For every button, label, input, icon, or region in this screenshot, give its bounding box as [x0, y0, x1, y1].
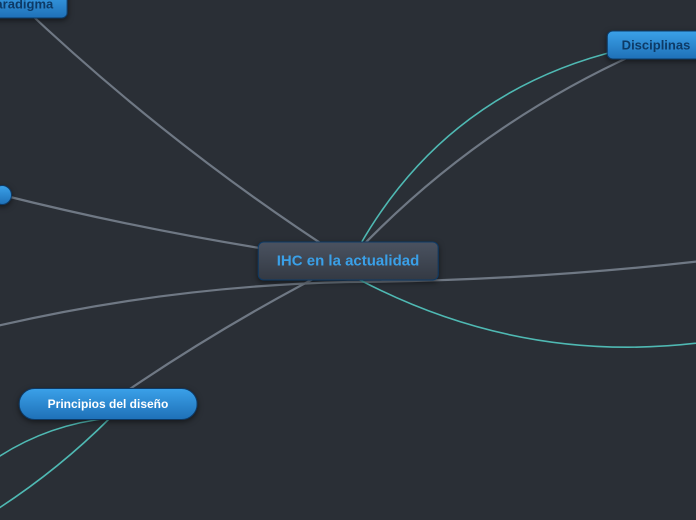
node-principios[interactable]: Principios del diseño	[19, 388, 198, 420]
node-disciplinas[interactable]: Disciplinas	[607, 31, 696, 60]
root-node[interactable]: IHC en la actualidad	[258, 242, 439, 281]
node-left-fragment[interactable]	[0, 185, 12, 205]
mindmap-canvas[interactable]: IHC en la actualidad Paradigma Disciplin…	[0, 0, 696, 520]
node-paradigma-label: Paradigma	[0, 0, 53, 12]
node-disciplinas-label: Disciplinas	[622, 38, 691, 53]
root-label: IHC en la actualidad	[277, 253, 420, 270]
node-principios-label: Principios del diseño	[48, 397, 169, 411]
node-paradigma[interactable]: Paradigma	[0, 0, 68, 19]
